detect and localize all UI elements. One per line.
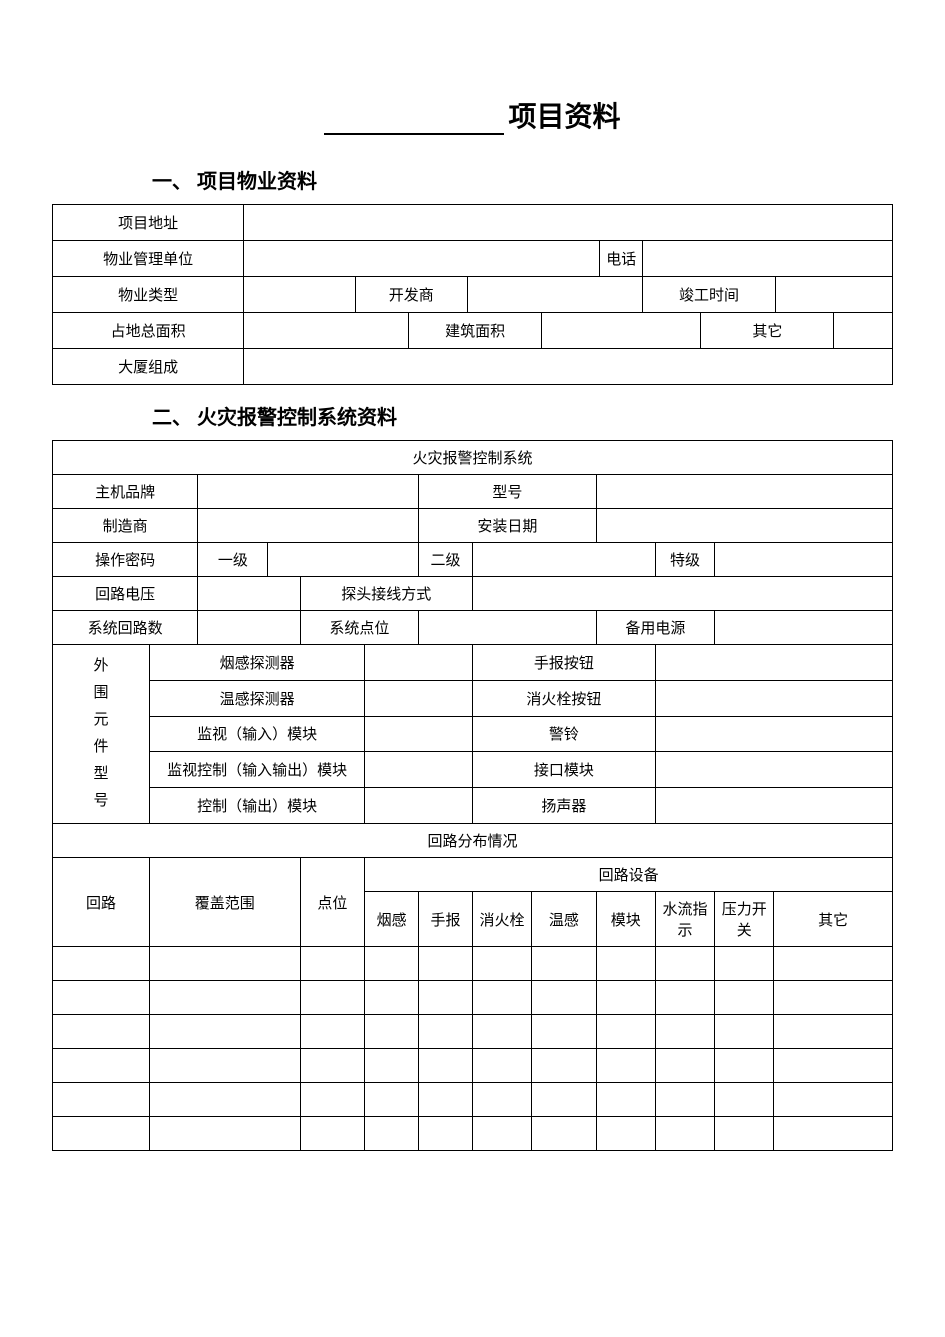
label-build-area: 建筑面积 [409, 313, 542, 349]
table-row [53, 947, 893, 981]
label-level-special: 特级 [655, 543, 714, 577]
value-prop-type [244, 277, 356, 313]
value-build-area [542, 313, 701, 349]
value-ctrl-module [365, 788, 473, 824]
value-interface-module [655, 752, 892, 788]
label-alarm-bell: 警铃 [472, 716, 655, 752]
label-building-comp: 大厦组成 [53, 349, 244, 385]
value-level1 [268, 543, 419, 577]
value-land-area [244, 313, 409, 349]
value-heat-detector [365, 680, 473, 716]
property-info-table: 项目地址 物业管理单位 电话 物业类型 开发商 竣工时间 占地总面积 建筑面积 … [52, 204, 893, 385]
value-other [834, 313, 893, 349]
value-smoke-detector [365, 645, 473, 681]
eq-smoke: 烟感 [365, 892, 419, 947]
eq-heat: 温感 [532, 892, 597, 947]
label-prop-type: 物业类型 [53, 277, 244, 313]
label-ctrl-module: 控制（输出）模块 [149, 788, 364, 824]
label-manual-button: 手报按钮 [472, 645, 655, 681]
eq-other: 其它 [774, 892, 893, 947]
value-install-date [596, 509, 892, 543]
label-install-date: 安装日期 [419, 509, 597, 543]
value-speaker [655, 788, 892, 824]
value-mon-ctrl-module [365, 752, 473, 788]
value-manufacturer [198, 509, 419, 543]
loop-dist-header: 回路分布情况 [53, 824, 893, 858]
label-developer: 开发商 [355, 277, 467, 313]
label-level2: 二级 [419, 543, 473, 577]
fire-alarm-table: 火灾报警控制系统 主机品牌 型号 制造商 安装日期 操作密码 一级 二级 特级 … [52, 440, 893, 1151]
label-sys-points: 系统点位 [300, 611, 418, 645]
label-loop: 回路 [53, 858, 150, 947]
label-smoke-detector: 烟感探测器 [149, 645, 364, 681]
section1-heading: 一、 项目物业资料 [152, 165, 893, 194]
eq-manual: 手报 [419, 892, 473, 947]
page-title-row: 项目资料 [52, 95, 893, 135]
value-level2 [472, 543, 655, 577]
value-completion [775, 277, 892, 313]
table-row [53, 1049, 893, 1083]
table-row [53, 1015, 893, 1049]
value-hydrant-button [655, 680, 892, 716]
label-phone: 电话 [600, 241, 643, 277]
label-points: 点位 [300, 858, 365, 947]
value-loop-count [198, 611, 300, 645]
label-speaker: 扬声器 [472, 788, 655, 824]
value-address [244, 205, 893, 241]
value-sys-points [419, 611, 597, 645]
table-row [53, 1117, 893, 1151]
peripheral-model-text: 外围元件型号 [93, 658, 108, 809]
value-developer [467, 277, 642, 313]
section2-heading: 二、 火灾报警控制系统资料 [152, 401, 893, 430]
label-address: 项目地址 [53, 205, 244, 241]
label-mgmt-unit: 物业管理单位 [53, 241, 244, 277]
label-loop-voltage: 回路电压 [53, 577, 198, 611]
value-loop-voltage [198, 577, 300, 611]
label-completion: 竣工时间 [643, 277, 776, 313]
table-row [53, 981, 893, 1015]
value-level-special [715, 543, 893, 577]
label-coverage: 覆盖范围 [149, 858, 300, 947]
eq-hydrant: 消火栓 [472, 892, 531, 947]
value-mgmt-unit [244, 241, 600, 277]
label-peripheral-model: 外围元件型号 [53, 645, 150, 824]
fire-system-header: 火灾报警控制系统 [53, 441, 893, 475]
label-level1: 一级 [198, 543, 268, 577]
label-model: 型号 [419, 475, 597, 509]
label-loop-count: 系统回路数 [53, 611, 198, 645]
value-manual-button [655, 645, 892, 681]
label-loop-equip: 回路设备 [365, 858, 893, 892]
value-phone [643, 241, 893, 277]
eq-pressure: 压力开关 [715, 892, 774, 947]
value-host-brand [198, 475, 419, 509]
label-other: 其它 [701, 313, 834, 349]
label-land-area: 占地总面积 [53, 313, 244, 349]
value-model [596, 475, 892, 509]
table-row [53, 1083, 893, 1117]
label-hydrant-button: 消火栓按钮 [472, 680, 655, 716]
value-alarm-bell [655, 716, 892, 752]
label-probe-wiring: 探头接线方式 [300, 577, 472, 611]
value-probe-wiring [472, 577, 892, 611]
label-op-code: 操作密码 [53, 543, 198, 577]
value-building-comp [244, 349, 893, 385]
label-backup-power: 备用电源 [596, 611, 714, 645]
label-monitor-module: 监视（输入）模块 [149, 716, 364, 752]
value-backup-power [715, 611, 893, 645]
value-monitor-module [365, 716, 473, 752]
label-heat-detector: 温感探测器 [149, 680, 364, 716]
title-blank-underline [324, 105, 504, 135]
label-interface-module: 接口模块 [472, 752, 655, 788]
eq-flow: 水流指示 [655, 892, 714, 947]
label-mon-ctrl-module: 监视控制（输入输出）模块 [149, 752, 364, 788]
title-suffix: 项目资料 [508, 95, 620, 135]
label-host-brand: 主机品牌 [53, 475, 198, 509]
eq-module: 模块 [596, 892, 655, 947]
label-manufacturer: 制造商 [53, 509, 198, 543]
